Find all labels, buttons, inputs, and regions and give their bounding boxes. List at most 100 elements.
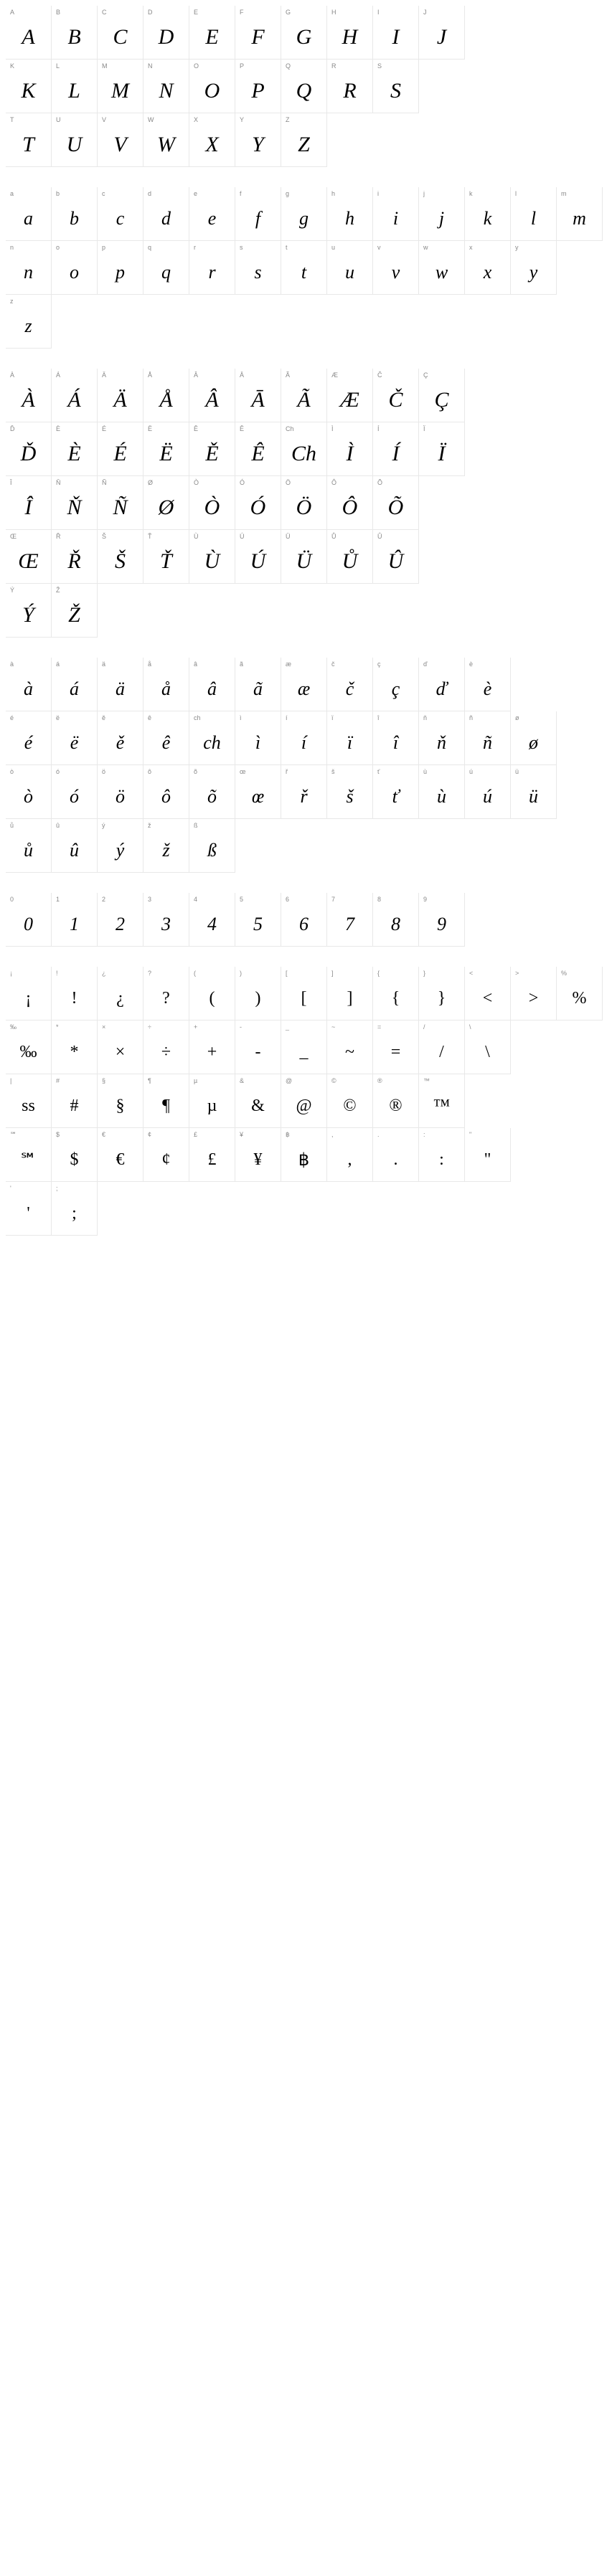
glyph-cell[interactable]: ww: [419, 241, 465, 295]
glyph-cell[interactable]: !!: [52, 967, 98, 1021]
glyph-cell[interactable]: CC: [98, 6, 143, 60]
glyph-cell[interactable]: )): [235, 967, 281, 1021]
glyph-cell[interactable]: ťť: [373, 765, 419, 819]
glyph-cell[interactable]: §§: [98, 1074, 143, 1128]
glyph-cell[interactable]: ČČ: [373, 369, 419, 422]
glyph-cell[interactable]: ŇŇ: [52, 476, 98, 530]
glyph-cell[interactable]: pp: [98, 241, 143, 295]
glyph-cell[interactable]: üü: [511, 765, 557, 819]
glyph-cell[interactable]: SS: [373, 60, 419, 113]
glyph-cell[interactable]: ìì: [235, 711, 281, 765]
glyph-cell[interactable]: ,,: [327, 1128, 373, 1182]
glyph-cell[interactable]: ÎÎ: [6, 476, 52, 530]
glyph-cell[interactable]: mm: [557, 187, 603, 241]
glyph-cell[interactable]: ÇÇ: [419, 369, 465, 422]
glyph-cell[interactable]: JJ: [419, 6, 465, 60]
glyph-cell[interactable]: oo: [52, 241, 98, 295]
glyph-cell[interactable]: yy: [511, 241, 557, 295]
glyph-cell[interactable]: ĎĎ: [6, 422, 52, 476]
glyph-cell[interactable]: µµ: [189, 1074, 235, 1128]
glyph-cell[interactable]: aa: [6, 187, 52, 241]
glyph-cell[interactable]: ÂÂ: [189, 369, 235, 422]
glyph-cell[interactable]: ZZ: [281, 113, 327, 167]
glyph-cell[interactable]: ŽŽ: [52, 584, 98, 638]
glyph-cell[interactable]: @@: [281, 1074, 327, 1128]
glyph-cell[interactable]: öö: [98, 765, 143, 819]
glyph-cell[interactable]: çç: [373, 658, 419, 711]
glyph-cell[interactable]: ÖÖ: [281, 476, 327, 530]
glyph-cell[interactable]: ff: [235, 187, 281, 241]
glyph-cell[interactable]: LL: [52, 60, 98, 113]
glyph-cell[interactable]: ss: [235, 241, 281, 295]
glyph-cell[interactable]: ÚÚ: [235, 530, 281, 584]
glyph-cell[interactable]: //: [419, 1021, 465, 1074]
glyph-cell[interactable]: čč: [327, 658, 373, 711]
glyph-cell[interactable]: ::: [419, 1128, 465, 1182]
glyph-cell[interactable]: ØØ: [143, 476, 189, 530]
glyph-cell[interactable]: AA: [6, 6, 52, 60]
glyph-cell[interactable]: ïï: [327, 711, 373, 765]
glyph-cell[interactable]: **: [52, 1021, 98, 1074]
glyph-cell[interactable]: ůů: [6, 819, 52, 873]
glyph-cell[interactable]: õõ: [189, 765, 235, 819]
glyph-cell[interactable]: áá: [52, 658, 98, 711]
glyph-cell[interactable]: ññ: [465, 711, 511, 765]
glyph-cell[interactable]: MM: [98, 60, 143, 113]
glyph-cell[interactable]: ChCh: [281, 422, 327, 476]
glyph-cell[interactable]: GG: [281, 6, 327, 60]
glyph-cell[interactable]: ďď: [419, 658, 465, 711]
glyph-cell[interactable]: ]]: [327, 967, 373, 1021]
glyph-cell[interactable]: ©©: [327, 1074, 373, 1128]
glyph-cell[interactable]: ¥¥: [235, 1128, 281, 1182]
glyph-cell[interactable]: ®®: [373, 1074, 419, 1128]
glyph-cell[interactable]: ÒÒ: [189, 476, 235, 530]
glyph-cell[interactable]: òò: [6, 765, 52, 819]
glyph-cell[interactable]: 44: [189, 893, 235, 947]
glyph-cell[interactable]: ÃÃ: [281, 369, 327, 422]
glyph-cell[interactable]: ÛÛ: [373, 530, 419, 584]
glyph-cell[interactable]: ää: [98, 658, 143, 711]
glyph-cell[interactable]: žž: [143, 819, 189, 873]
glyph-cell[interactable]: ÄÄ: [98, 369, 143, 422]
glyph-cell[interactable]: 99: [419, 893, 465, 947]
glyph-cell[interactable]: èè: [465, 658, 511, 711]
glyph-cell[interactable]: ÍÍ: [373, 422, 419, 476]
glyph-cell[interactable]: WW: [143, 113, 189, 167]
glyph-cell[interactable]: 33: [143, 893, 189, 947]
glyph-cell[interactable]: 00: [6, 893, 52, 947]
glyph-cell[interactable]: ŠŠ: [98, 530, 143, 584]
glyph-cell[interactable]: 66: [281, 893, 327, 947]
glyph-cell[interactable]: ÷÷: [143, 1021, 189, 1074]
glyph-cell[interactable]: ãã: [235, 658, 281, 711]
glyph-cell[interactable]: ŮŮ: [327, 530, 373, 584]
glyph-cell[interactable]: šš: [327, 765, 373, 819]
glyph-cell[interactable]: ‰‰: [6, 1021, 52, 1074]
glyph-cell[interactable]: ââ: [189, 658, 235, 711]
glyph-cell[interactable]: ##: [52, 1074, 98, 1128]
glyph-cell[interactable]: BB: [52, 6, 98, 60]
glyph-cell[interactable]: '': [6, 1182, 52, 1236]
glyph-cell[interactable]: ££: [189, 1128, 235, 1182]
glyph-cell[interactable]: ÝÝ: [6, 584, 52, 638]
glyph-cell[interactable]: cc: [98, 187, 143, 241]
glyph-cell[interactable]: 11: [52, 893, 98, 947]
glyph-cell[interactable]: ýý: [98, 819, 143, 873]
glyph-cell[interactable]: 77: [327, 893, 373, 947]
glyph-cell[interactable]: ??: [143, 967, 189, 1021]
glyph-cell[interactable]: ßß: [189, 819, 235, 873]
glyph-cell[interactable]: ..: [373, 1128, 419, 1182]
glyph-cell[interactable]: $$: [52, 1128, 98, 1182]
glyph-cell[interactable]: ŒŒ: [6, 530, 52, 584]
glyph-cell[interactable]: ÏÏ: [419, 422, 465, 476]
glyph-cell[interactable]: ((: [189, 967, 235, 1021]
glyph-cell[interactable]: HH: [327, 6, 373, 60]
glyph-cell[interactable]: 88: [373, 893, 419, 947]
glyph-cell[interactable]: €€: [98, 1128, 143, 1182]
glyph-cell[interactable]: ëë: [52, 711, 98, 765]
glyph-cell[interactable]: --: [235, 1021, 281, 1074]
glyph-cell[interactable]: nn: [6, 241, 52, 295]
glyph-cell[interactable]: řř: [281, 765, 327, 819]
glyph-cell[interactable]: ÙÙ: [189, 530, 235, 584]
glyph-cell[interactable]: ûû: [52, 819, 98, 873]
glyph-cell[interactable]: ℠℠: [6, 1128, 52, 1182]
